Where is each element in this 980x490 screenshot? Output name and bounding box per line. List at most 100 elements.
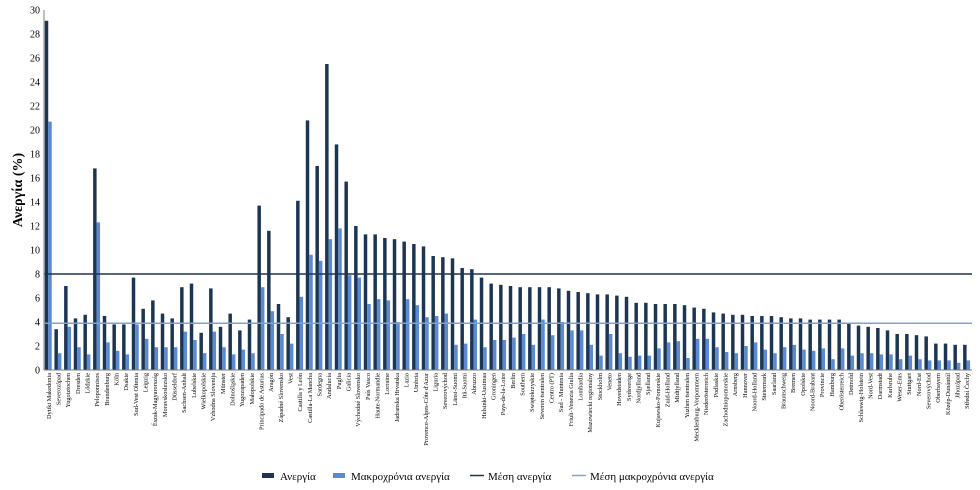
category-label: Hovedstaden (616, 372, 623, 406)
category-label: Itä-Suomi (462, 373, 469, 398)
bar-long-term (802, 349, 806, 370)
y-tick-label: 24 (30, 78, 40, 89)
bar-long-term (734, 353, 739, 370)
bar-long-term (579, 330, 584, 370)
bar-long-term (918, 359, 922, 370)
bar-unemployment (218, 326, 223, 370)
bar-long-term (898, 359, 903, 370)
bar-unemployment (847, 323, 851, 370)
bar-unemployment (238, 330, 242, 370)
bar-long-term (376, 299, 381, 370)
legend-swatch (262, 473, 274, 478)
bar-unemployment (441, 257, 445, 370)
category-label: País Vasco (365, 373, 372, 400)
category-label: Stockholm (597, 373, 604, 400)
category-label: Dytiki Makedonia (46, 373, 53, 419)
bar-unemployment (885, 330, 890, 370)
bar-long-term (251, 353, 255, 370)
bar-long-term (415, 305, 420, 370)
bar-unemployment (895, 334, 899, 370)
category-label: Východné Slovensko (355, 373, 362, 427)
bar-unemployment (663, 304, 667, 370)
legend-label: Μακροχρόνια ανεργία (351, 471, 450, 483)
bar-long-term (328, 239, 333, 370)
bar-long-term (618, 353, 623, 370)
bar-long-term (531, 344, 536, 370)
legend-label: Μέση ανεργία (488, 471, 551, 483)
bar-unemployment (460, 268, 464, 370)
bar-long-term (67, 326, 72, 370)
bar-long-term (231, 354, 236, 370)
category-label: Západné Slovensko (278, 373, 285, 423)
y-tick-label: 18 (30, 150, 40, 161)
category-label: Sachsen-Anhalt (181, 373, 188, 413)
category-label: Severovýchod (442, 372, 449, 409)
bar-long-term (869, 353, 874, 370)
category-label: Provence-Alpes-Côte d'Azur (423, 372, 430, 446)
category-label: Oberbayern (935, 372, 942, 403)
category-label: Noord-Holland (752, 372, 759, 411)
bar-long-term (763, 349, 768, 370)
bar-unemployment (934, 343, 938, 370)
bar-unemployment (721, 313, 725, 370)
y-axis-label: Ανεργία (%) (11, 152, 26, 227)
bar-long-term (676, 341, 681, 370)
category-label: Hamburg (829, 372, 836, 397)
category-label: Düsseldorf (172, 372, 179, 401)
bar-unemployment (673, 304, 677, 370)
bar-long-term (473, 319, 478, 370)
category-label: Észak-Magyarország (151, 372, 159, 426)
bar-long-term (309, 254, 313, 370)
y-tick-label: 10 (30, 246, 40, 257)
category-label: Abruzzo (471, 373, 478, 395)
bar-unemployment (151, 300, 155, 370)
bar-unemployment (499, 284, 503, 370)
bar-unemployment (653, 304, 658, 370)
bar-long-term (947, 360, 951, 370)
bar-unemployment (325, 64, 329, 370)
bar-unemployment (199, 332, 203, 370)
bar-long-term (608, 334, 613, 370)
category-label: Lazio (404, 373, 411, 387)
category-label: Galicia (346, 373, 353, 391)
category-label: Oberösterreich (839, 372, 846, 410)
bar-unemployment (644, 302, 648, 370)
bar-long-term (193, 340, 197, 370)
category-label: Nord-Vest (868, 373, 875, 399)
bar-long-term (202, 353, 207, 370)
category-label: Steiermark (761, 372, 768, 400)
bar-unemployment (566, 290, 571, 370)
bar-long-term (454, 344, 458, 370)
bar-unemployment (489, 283, 493, 370)
bar-long-term (338, 228, 342, 370)
bar-long-term (628, 356, 632, 370)
bar-long-term (956, 362, 961, 370)
bar-unemployment (363, 234, 368, 370)
bar-long-term (937, 360, 942, 370)
bar-long-term (48, 121, 52, 370)
bar-long-term (550, 335, 555, 370)
bar-long-term (860, 353, 864, 370)
category-label: Nordjylland (636, 372, 643, 403)
bar-unemployment (779, 317, 783, 370)
bar-long-term (666, 342, 671, 370)
category-label: Dolnośląskie (230, 373, 237, 406)
category-label: Centro (PT) (549, 373, 556, 403)
bar-long-term (521, 334, 526, 370)
bar-unemployment (296, 200, 300, 370)
bar-unemployment (624, 296, 629, 370)
category-label: Friuli-Venezia Giulia (568, 373, 575, 427)
bar-unemployment (450, 258, 455, 370)
category-label: Zuid-Holland (665, 372, 672, 407)
bar-unemployment (615, 295, 619, 370)
bar-long-term (57, 353, 62, 370)
bar-unemployment (247, 319, 252, 370)
category-label: Länsi-Suomi (452, 373, 459, 406)
bar-long-term (154, 347, 159, 370)
legend-swatch (333, 473, 345, 478)
bar-unemployment (576, 292, 580, 370)
category-label: Liguria (433, 373, 440, 392)
bar-long-term (289, 343, 294, 370)
bar-unemployment (692, 307, 696, 370)
bar-unemployment (837, 319, 841, 370)
